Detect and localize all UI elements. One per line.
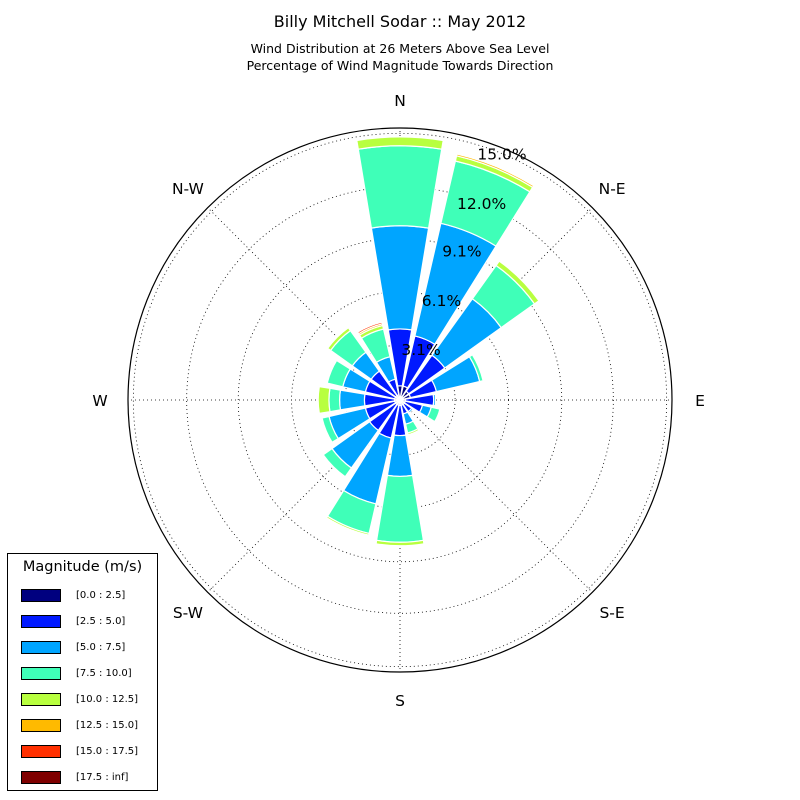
radial-tick-label: 6.1% xyxy=(422,292,461,310)
chart-title: Billy Mitchell Sodar :: May 2012 xyxy=(273,12,527,31)
legend-label: [17.5 : inf] xyxy=(76,771,129,783)
outer-circle xyxy=(127,127,673,673)
bar-ssw-bin-4 xyxy=(325,515,370,536)
legend-item: [15.0 : 17.5] xyxy=(21,743,138,759)
bar-se-bin-2 xyxy=(407,407,414,414)
compass-label-n-w: N-W xyxy=(172,180,204,198)
legend-item: [5.0 : 7.5] xyxy=(21,639,125,655)
legend-swatch xyxy=(21,614,61,628)
legend-label: [15.0 : 17.5] xyxy=(76,745,139,757)
compass-label-s: S xyxy=(395,692,405,710)
legend-label: [12.5 : 15.0] xyxy=(76,719,139,731)
legend-swatch xyxy=(21,692,61,706)
radial-tick-label: 15.0% xyxy=(477,146,526,164)
bar-s-bin-3 xyxy=(375,474,425,543)
bar-sse-bin-4 xyxy=(406,427,420,436)
bar-w-bin-4 xyxy=(317,385,331,415)
legend-label: [2.5 : 5.0] xyxy=(76,615,126,627)
grid-ring-3 xyxy=(237,237,563,563)
chart-subtitle-1: Wind Distribution at 26 Meters Above Sea… xyxy=(250,41,550,56)
legend-label: [7.5 : 10.0] xyxy=(76,667,132,679)
compass-label-e: E xyxy=(695,392,705,410)
legend-swatch xyxy=(21,588,61,602)
legend-item: [2.5 : 5.0] xyxy=(21,613,125,629)
bar-nnw-bin-6 xyxy=(356,321,384,335)
compass-label-w: W xyxy=(92,392,107,410)
legend-item: [12.5 : 15.0] xyxy=(21,717,138,733)
bar-sw-bin-3 xyxy=(322,447,353,478)
legend-swatch xyxy=(21,744,61,758)
bar-w-bin-3 xyxy=(328,387,342,413)
compass-label-n-e: N-E xyxy=(599,180,626,198)
legend-swatch xyxy=(21,640,61,654)
bar-n-bin-3 xyxy=(357,145,443,229)
legend-label: [5.0 : 7.5] xyxy=(76,641,126,653)
legend-swatch xyxy=(21,666,61,680)
wind-bars xyxy=(317,136,540,547)
compass-label-s-e: S-E xyxy=(599,604,624,622)
bar-ene-bin-3 xyxy=(468,353,484,383)
chart-subtitle-2: Percentage of Wind Magnitude Towards Dir… xyxy=(246,58,554,73)
compass-label-n: N xyxy=(394,92,406,110)
legend-label: [0.0 : 2.5] xyxy=(76,589,126,601)
legend-swatch xyxy=(21,770,61,784)
bar-ese-bin-3 xyxy=(426,406,441,423)
legend-item: [0.0 : 2.5] xyxy=(21,587,125,603)
bar-s-bin-2 xyxy=(386,434,414,478)
grid-ring-5 xyxy=(132,132,668,668)
bar-ne-bin-4 xyxy=(495,260,540,305)
bar-nne-bin-5 xyxy=(455,153,535,189)
legend-swatch xyxy=(21,718,61,732)
legend-item: [7.5 : 10.0] xyxy=(21,665,132,681)
bar-nw-bin-4 xyxy=(326,326,352,352)
bar-w-bin-2 xyxy=(338,389,366,411)
bar-n-bin-4 xyxy=(356,136,444,150)
legend: Magnitude (m/s) [0.0 : 2.5] [2.5 : 5.0] [5… xyxy=(7,553,158,791)
bar-s-bin-4 xyxy=(375,539,425,547)
compass-label-s-w: S-W xyxy=(173,604,203,622)
legend-item: [17.5 : inf] xyxy=(21,769,128,785)
grid-spoke xyxy=(399,399,593,593)
radial-tick-label: 12.0% xyxy=(457,195,506,213)
bar-e-bin-2 xyxy=(432,393,437,407)
bar-wsw-bin-3 xyxy=(321,415,340,444)
legend-label: [10.0 : 12.5] xyxy=(76,693,139,705)
legend-item: [10.0 : 12.5] xyxy=(21,691,138,707)
radial-tick-label: 3.1% xyxy=(401,341,440,359)
axis-labels: 3.1% 6.1% 9.1% 12.0% 15.0% N N-E E S-E S S-W W N-W xyxy=(92,92,705,710)
legend-title: Magnitude (m/s) xyxy=(22,559,143,575)
radial-tick-label: 9.1% xyxy=(442,243,481,261)
bar-wnw-bin-3 xyxy=(326,359,352,388)
